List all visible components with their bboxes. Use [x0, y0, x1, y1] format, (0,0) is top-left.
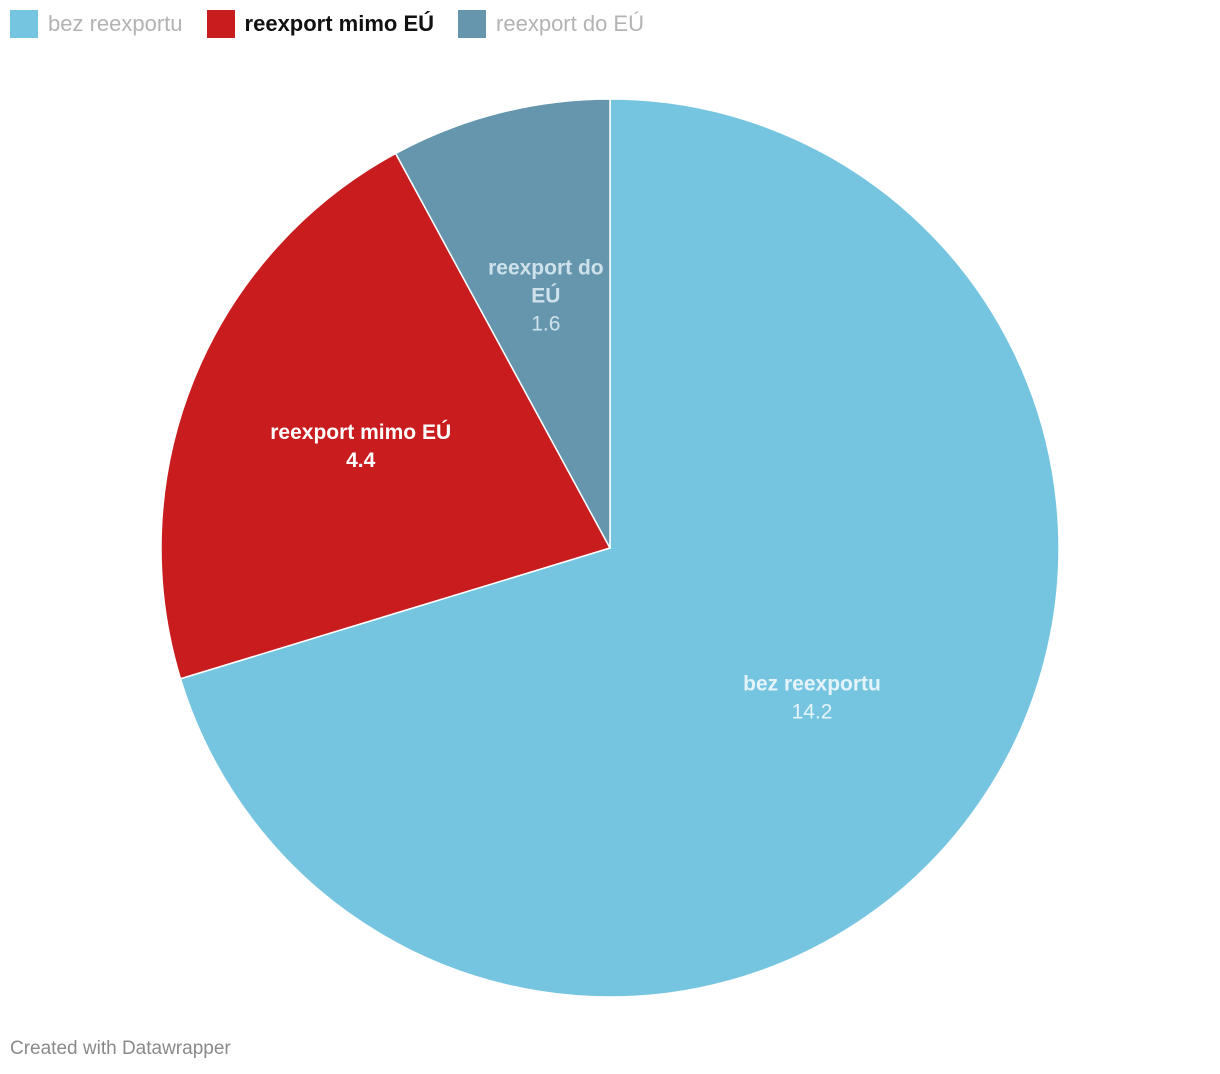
legend-swatch: [206, 10, 235, 38]
legend-label: reexport mimo EÚ: [244, 11, 435, 36]
slice-value: 14.2: [792, 701, 833, 724]
legend-item-reexport-mimo-eu[interactable]: reexport mimo EÚ: [206, 10, 435, 38]
legend-swatch: [10, 10, 38, 38]
slice-label-line: bez reexportu: [743, 673, 881, 696]
slice-value: 1.6: [531, 313, 560, 336]
pie-slice-0[interactable]: [179, 98, 1060, 998]
slice-label-0: bez reexportu 14.2: [743, 673, 881, 724]
slice-label-line: EÚ: [531, 284, 560, 308]
legend-item-reexport-do-eu[interactable]: reexport do EÚ: [458, 10, 644, 38]
pie-slice-1[interactable]: [160, 152, 612, 680]
legend-label: bez reexportu: [48, 11, 183, 36]
legend-swatch: [458, 10, 487, 38]
pie-slice-2[interactable]: [394, 98, 611, 549]
legend-item-bez-reexportu[interactable]: bez reexportu: [10, 10, 183, 38]
chart-legend: bez reexportu reexport mimo EÚ reexport …: [10, 8, 668, 40]
slice-value: 4.4: [346, 449, 376, 472]
legend-label: reexport do EÚ: [496, 11, 644, 36]
slice-label-line: reexport mimo EÚ: [270, 420, 451, 444]
footer-credit: Created with Datawrapper: [10, 1038, 231, 1059]
slice-label-line: reexport do: [488, 257, 604, 280]
slice-label-2: reexport do EÚ 1.6: [488, 257, 604, 336]
pie-slices: [160, 98, 1060, 998]
slice-label-1: reexport mimo EÚ 4.4: [270, 420, 451, 472]
